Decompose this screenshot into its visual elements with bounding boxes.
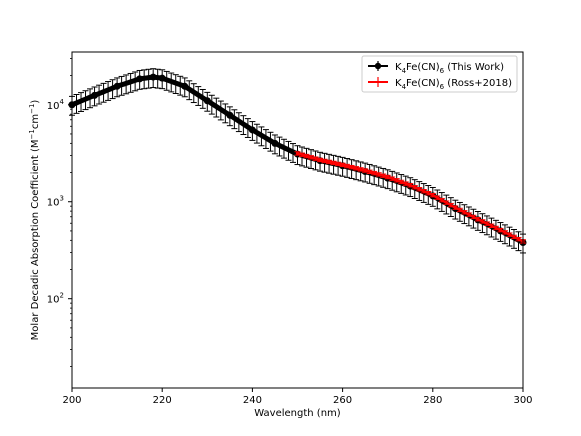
data-point xyxy=(498,228,503,232)
data-point xyxy=(113,82,121,90)
data-point xyxy=(295,151,300,156)
data-point xyxy=(408,183,412,187)
data-point xyxy=(226,111,234,119)
data-point xyxy=(453,205,457,210)
data-point xyxy=(476,217,480,221)
y-tick-label: 104 xyxy=(47,98,65,112)
legend-label: K4Fe(CN)6 (This Work) xyxy=(395,62,504,75)
x-tick-label: 200 xyxy=(62,395,81,406)
series-1 xyxy=(294,151,526,244)
legend-item-1: K4Fe(CN)6 (Ross+2018) xyxy=(368,77,512,91)
x-tick-label: 220 xyxy=(153,395,172,406)
legend-box xyxy=(361,55,518,93)
x-tick-label: 240 xyxy=(243,395,262,406)
data-point xyxy=(181,82,189,90)
data-point xyxy=(158,74,166,82)
data-point xyxy=(431,193,435,197)
series-0 xyxy=(68,68,527,254)
data-point xyxy=(149,73,157,81)
data-point xyxy=(318,158,322,162)
data-point xyxy=(271,139,279,147)
plot-area xyxy=(68,68,527,254)
legend-label: K4Fe(CN)6 (Ross+2018) xyxy=(395,78,512,91)
data-point xyxy=(386,175,390,179)
x-axis-label: Wavelength (nm) xyxy=(254,408,340,419)
x-axis: 200 220 240 260 280 300 xyxy=(62,388,533,406)
data-point xyxy=(136,75,144,83)
data-point xyxy=(203,97,211,105)
series-line xyxy=(297,152,524,243)
axes-frame xyxy=(71,51,524,389)
x-tick-label: 260 xyxy=(333,395,352,406)
data-point xyxy=(248,126,256,134)
y-axis: 102 103 104 xyxy=(47,58,72,367)
y-tick-label: 102 xyxy=(47,292,64,306)
legend-marker xyxy=(374,62,382,70)
x-tick-label: 280 xyxy=(423,395,442,406)
data-point xyxy=(91,91,99,99)
y-tick-label: 103 xyxy=(47,195,64,209)
data-point xyxy=(363,168,367,173)
x-tick-label: 300 xyxy=(513,395,532,406)
legend: K4Fe(CN)6 (This Work) K4Fe(CN)6 (Ross+201… xyxy=(361,55,518,93)
y-axis-label: Molar Decadic Absorption Coefficient (M−… xyxy=(28,100,41,341)
data-point xyxy=(341,163,345,167)
legend-item-0: K4Fe(CN)6 (This Work) xyxy=(368,61,504,75)
